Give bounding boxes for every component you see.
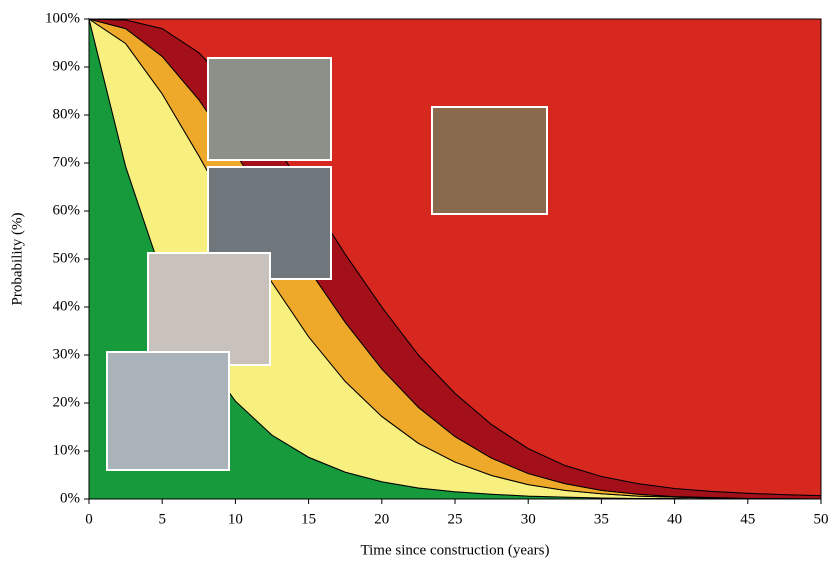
x-tick-label: 50 (814, 511, 829, 527)
y-tick-label: 90% (53, 58, 81, 74)
x-tick-label: 25 (448, 511, 463, 527)
y-tick-label: 70% (53, 154, 81, 170)
y-tick-label: 50% (53, 250, 81, 266)
chart: Time since construction (years) Probabil… (0, 0, 838, 565)
x-tick-label: 30 (521, 511, 536, 527)
y-tick-label: 30% (53, 346, 81, 362)
x-tick-label: 15 (301, 511, 316, 527)
photo (432, 107, 547, 214)
y-tick-label: 100% (45, 10, 80, 26)
x-tick-label: 5 (158, 511, 166, 527)
y-tick-label: 0% (60, 490, 80, 506)
x-axis-title: Time since construction (years) (361, 542, 550, 558)
y-tick-label: 40% (53, 298, 81, 314)
y-tick-label: 20% (53, 394, 81, 410)
y-tick-label: 60% (53, 202, 81, 218)
x-tick-label: 20 (374, 511, 389, 527)
x-tick-label: 35 (594, 511, 609, 527)
y-tick-label: 10% (53, 442, 81, 458)
x-tick-label: 40 (667, 511, 682, 527)
photo (107, 352, 229, 470)
photo (148, 253, 270, 365)
x-tick-label: 45 (740, 511, 755, 527)
y-axis-title: Probability (%) (9, 213, 25, 306)
x-tick-label: 0 (85, 511, 93, 527)
x-tick-label: 10 (228, 511, 243, 527)
y-tick-label: 80% (53, 106, 81, 122)
photo (208, 58, 331, 160)
